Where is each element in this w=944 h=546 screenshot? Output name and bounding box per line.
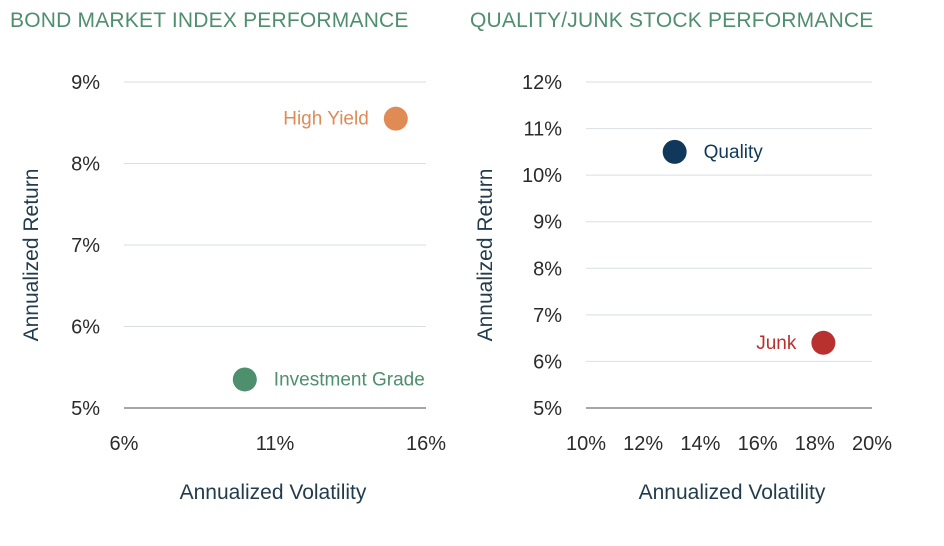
x-tick-label: 14% — [680, 433, 720, 455]
x-tick-label: 10% — [566, 433, 606, 455]
y-tick-label: 6% — [71, 317, 100, 339]
quality-junk-panel: QUALITY/JUNK STOCK PERFORMANCE 5% 6% 7% 8% 9… — [470, 0, 944, 546]
x-tick-label: 12% — [623, 433, 663, 455]
data-point — [232, 367, 257, 392]
quality-junk-scatter-chart: 5% 6% 7% 8% 9% 10% 11% 12% 10% 12% 14% 16% 18% 20% Ann… — [474, 72, 892, 504]
x-tick-label: 6% — [110, 433, 139, 455]
y-tick-label: 7% — [71, 235, 100, 257]
data-point — [383, 106, 408, 131]
x-axis-label: Annualized Volatility — [639, 481, 826, 504]
x-axis-label: Annualized Volatility — [180, 481, 367, 504]
y-axis-label: Annualized Return — [474, 169, 497, 342]
y-tick-label: 8% — [71, 154, 100, 176]
x-tick-label: 16% — [406, 433, 446, 455]
data-point-label: Investment Grade — [274, 369, 425, 390]
data-point — [662, 139, 687, 164]
x-tick-label: 16% — [738, 433, 778, 455]
data-point-label: High Yield — [283, 109, 369, 130]
chart-title-quality-junk: QUALITY/JUNK STOCK PERFORMANCE — [470, 9, 874, 32]
y-tick-label: 10% — [522, 165, 562, 187]
y-axis-label: Annualized Return — [20, 169, 43, 342]
chart-title-bond: BOND MARKET INDEX PERFORMANCE — [10, 9, 409, 32]
bond-market-panel: BOND MARKET INDEX PERFORMANCE 5% 6% 7% 8% 9%… — [0, 0, 470, 546]
bond-scatter-chart: 5% 6% 7% 8% 9% 6% 11% 16% Annualized Volatility A… — [20, 72, 446, 504]
x-tick-label: 11% — [256, 433, 295, 455]
data-point — [811, 330, 836, 355]
y-tick-label: 9% — [71, 72, 100, 94]
y-tick-label: 7% — [533, 305, 562, 327]
data-point-label: Junk — [756, 333, 797, 354]
x-tick-label: 18% — [795, 433, 835, 455]
data-point-label: Quality — [704, 142, 764, 163]
y-tick-label: 12% — [522, 72, 562, 94]
y-tick-label: 8% — [533, 258, 562, 280]
y-tick-label: 5% — [71, 398, 100, 420]
y-tick-label: 6% — [533, 351, 562, 373]
y-tick-label: 9% — [533, 212, 562, 234]
y-tick-label: 5% — [533, 398, 562, 420]
x-tick-label: 20% — [852, 433, 892, 455]
y-tick-label: 11% — [523, 119, 562, 141]
